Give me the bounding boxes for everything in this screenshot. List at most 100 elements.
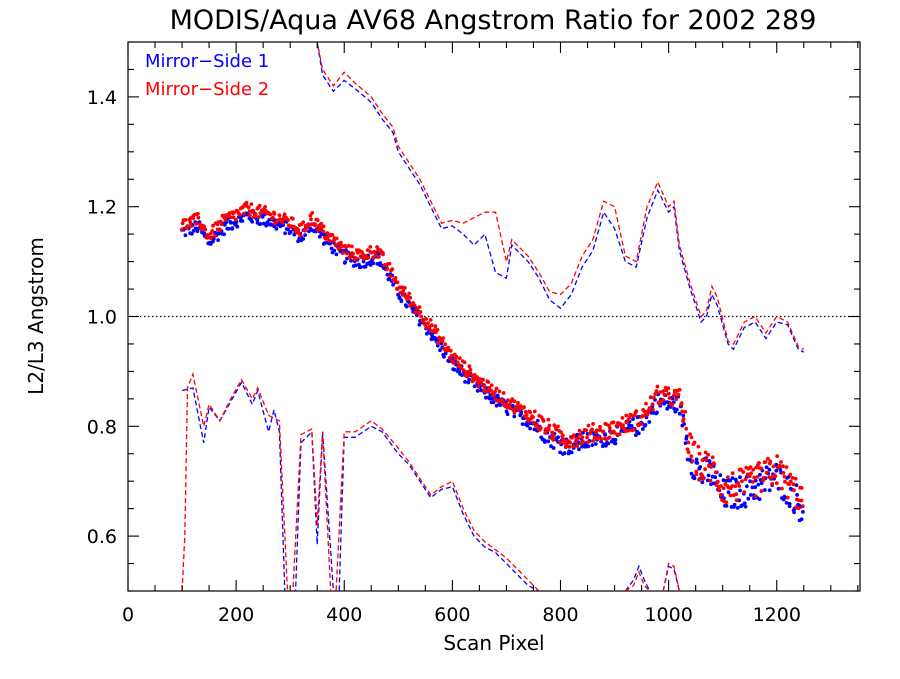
data-point-series-2 xyxy=(759,466,764,471)
data-point-series-2 xyxy=(522,405,526,410)
data-point-series-2 xyxy=(293,225,298,230)
data-point-series-1 xyxy=(613,438,618,442)
data-point-series-1 xyxy=(787,502,792,506)
data-point-series-1 xyxy=(447,359,452,364)
data-point-series-2 xyxy=(567,445,572,449)
data-point-series-2 xyxy=(690,459,695,463)
data-point-series-2 xyxy=(277,213,282,218)
data-point-series-1 xyxy=(613,441,618,446)
data-point-series-2 xyxy=(417,305,422,309)
data-point-series-2 xyxy=(309,217,313,222)
data-point-series-2 xyxy=(651,408,655,412)
data-point-series-2 xyxy=(604,437,609,442)
data-point-series-2 xyxy=(541,419,546,423)
legend: Mirror−Side 1 Mirror−Side 2 xyxy=(145,51,269,100)
data-point-series-2 xyxy=(588,431,592,436)
data-point-series-1 xyxy=(724,504,729,508)
data-point-series-1 xyxy=(258,222,263,226)
data-point-series-1 xyxy=(705,478,710,483)
envelope-lower-tail-series-1 xyxy=(624,564,651,591)
data-point-series-2 xyxy=(791,482,796,487)
data-point-series-1 xyxy=(593,442,598,446)
data-point-series-2 xyxy=(708,478,713,483)
data-point-series-1 xyxy=(640,427,645,431)
data-point-series-2 xyxy=(788,479,793,484)
data-point-series-2 xyxy=(781,471,786,475)
data-point-series-1 xyxy=(329,246,334,251)
data-point-series-2 xyxy=(198,222,203,227)
data-point-series-1 xyxy=(743,504,748,509)
data-point-series-2 xyxy=(551,438,556,442)
plot-frame xyxy=(127,41,861,592)
data-point-series-1 xyxy=(562,451,567,455)
data-point-series-2 xyxy=(688,432,692,436)
data-point-series-2 xyxy=(183,218,188,222)
data-point-series-2 xyxy=(697,451,702,456)
data-point-series-2 xyxy=(321,230,326,234)
data-point-series-2 xyxy=(211,223,215,228)
data-point-series-2 xyxy=(721,486,726,491)
x-tick-label: 200 xyxy=(218,604,254,626)
data-point-series-1 xyxy=(404,304,409,309)
data-point-series-2 xyxy=(586,423,591,428)
data-point-series-2 xyxy=(728,493,733,498)
data-point-series-1 xyxy=(288,230,293,234)
scatter-points xyxy=(179,200,805,523)
data-point-series-1 xyxy=(732,502,737,507)
data-point-series-2 xyxy=(761,475,766,480)
data-point-series-1 xyxy=(189,231,194,236)
data-point-series-1 xyxy=(283,231,287,236)
data-point-series-2 xyxy=(348,254,353,259)
data-point-series-2 xyxy=(713,470,718,475)
data-point-series-2 xyxy=(180,227,184,232)
data-point-series-2 xyxy=(418,310,423,314)
data-point-series-2 xyxy=(604,422,608,427)
data-point-series-1 xyxy=(603,433,608,437)
data-point-series-2 xyxy=(770,481,775,486)
data-point-series-2 xyxy=(263,205,267,209)
data-point-series-2 xyxy=(280,220,285,225)
data-point-series-2 xyxy=(443,342,448,347)
data-point-series-1 xyxy=(794,483,799,487)
data-point-series-1 xyxy=(694,457,699,462)
data-point-series-1 xyxy=(475,389,480,393)
data-point-series-2 xyxy=(612,431,617,435)
data-point-series-1 xyxy=(738,475,742,480)
data-point-series-2 xyxy=(679,401,684,406)
data-point-series-1 xyxy=(735,506,740,510)
data-point-series-2 xyxy=(710,455,715,460)
data-point-series-2 xyxy=(334,236,339,241)
data-point-series-2 xyxy=(754,465,758,470)
data-point-series-1 xyxy=(631,417,635,421)
data-point-series-1 xyxy=(575,432,579,437)
data-point-series-1 xyxy=(767,488,772,493)
data-point-series-2 xyxy=(742,490,747,494)
x-tick-label: 600 xyxy=(434,604,470,626)
data-point-series-2 xyxy=(561,437,566,442)
data-point-series-1 xyxy=(301,237,306,241)
data-point-series-2 xyxy=(689,435,694,440)
data-point-series-1 xyxy=(655,410,659,415)
data-point-series-2 xyxy=(667,396,672,400)
data-point-series-2 xyxy=(341,250,345,255)
data-point-series-2 xyxy=(763,460,768,464)
data-point-series-1 xyxy=(695,461,700,465)
data-point-series-1 xyxy=(343,260,347,264)
data-point-series-2 xyxy=(468,372,473,376)
data-point-series-2 xyxy=(233,217,238,222)
data-point-series-2 xyxy=(743,477,748,482)
data-point-series-2 xyxy=(547,423,552,428)
data-point-series-2 xyxy=(531,415,535,419)
data-point-series-2 xyxy=(412,303,417,308)
data-point-series-2 xyxy=(218,228,223,233)
data-point-series-2 xyxy=(796,506,801,511)
data-point-series-1 xyxy=(763,488,767,492)
data-point-series-1 xyxy=(674,407,679,412)
y-tick-label: 1.0 xyxy=(87,307,117,329)
data-point-series-1 xyxy=(774,468,779,473)
data-point-series-1 xyxy=(229,220,233,225)
data-point-series-1 xyxy=(730,476,735,480)
data-point-series-1 xyxy=(546,439,551,444)
data-point-series-2 xyxy=(788,472,793,477)
